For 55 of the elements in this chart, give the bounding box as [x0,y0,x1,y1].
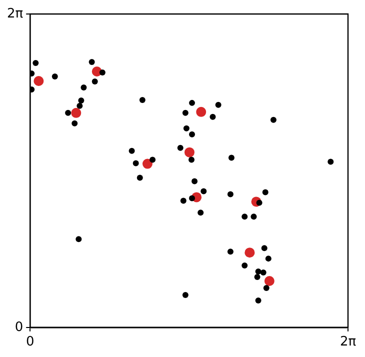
point [76,236,82,242]
point [52,74,58,80]
point [242,214,248,220]
point [80,84,87,90]
point [261,245,268,252]
point [200,188,207,194]
point [188,156,195,163]
point [78,97,84,104]
point [71,108,82,118]
point [92,78,98,84]
point [254,274,260,280]
point [263,284,270,291]
point [88,59,95,66]
point [264,276,274,286]
point [34,76,44,86]
point [139,96,146,103]
point [65,110,72,116]
point [128,148,135,154]
point [262,189,268,196]
point [215,102,222,108]
point [189,131,196,138]
point [228,154,234,161]
point [150,156,156,163]
point [76,102,83,109]
point [265,256,272,262]
point [189,195,196,202]
point [30,86,35,92]
point [99,70,106,76]
point [196,106,206,117]
point [183,125,190,132]
point [210,114,216,120]
point [227,191,234,198]
point [32,60,39,66]
point [184,147,194,158]
point [182,110,188,116]
point [136,174,143,181]
point [250,214,257,220]
point [255,297,262,304]
point [180,198,186,204]
point [142,158,152,169]
point [132,160,139,166]
point [189,100,196,106]
point [182,292,188,298]
point [260,270,266,276]
point [192,178,198,184]
point [198,210,204,216]
point [242,262,248,269]
point [244,248,255,258]
point [30,70,35,77]
point [255,268,262,275]
point [328,158,334,165]
point [227,248,234,255]
point [72,120,78,126]
point [270,116,276,123]
point [177,144,184,151]
